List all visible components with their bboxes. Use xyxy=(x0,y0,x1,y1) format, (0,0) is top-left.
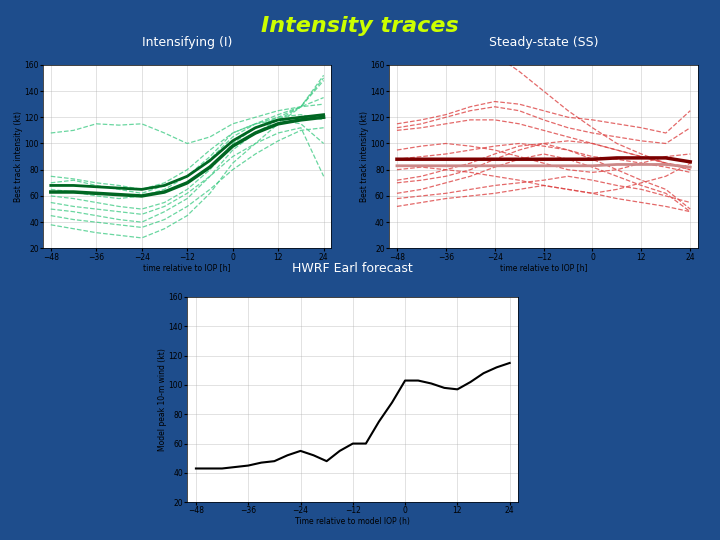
Text: Steady-state (SS): Steady-state (SS) xyxy=(489,36,598,49)
X-axis label: time relative to IOP [h]: time relative to IOP [h] xyxy=(143,263,231,272)
Y-axis label: Best track intensity (kt): Best track intensity (kt) xyxy=(360,111,369,202)
X-axis label: Time relative to model IOP (h): Time relative to model IOP (h) xyxy=(295,517,410,526)
Text: Intensifying (I): Intensifying (I) xyxy=(142,36,233,49)
Y-axis label: Model peak 10-m wind (kt): Model peak 10-m wind (kt) xyxy=(158,348,167,451)
Text: HWRF Earl forecast: HWRF Earl forecast xyxy=(292,262,413,275)
Y-axis label: Best track intensity (kt): Best track intensity (kt) xyxy=(14,111,23,202)
X-axis label: time relative to IOP [h]: time relative to IOP [h] xyxy=(500,263,588,272)
Text: Intensity traces: Intensity traces xyxy=(261,16,459,36)
